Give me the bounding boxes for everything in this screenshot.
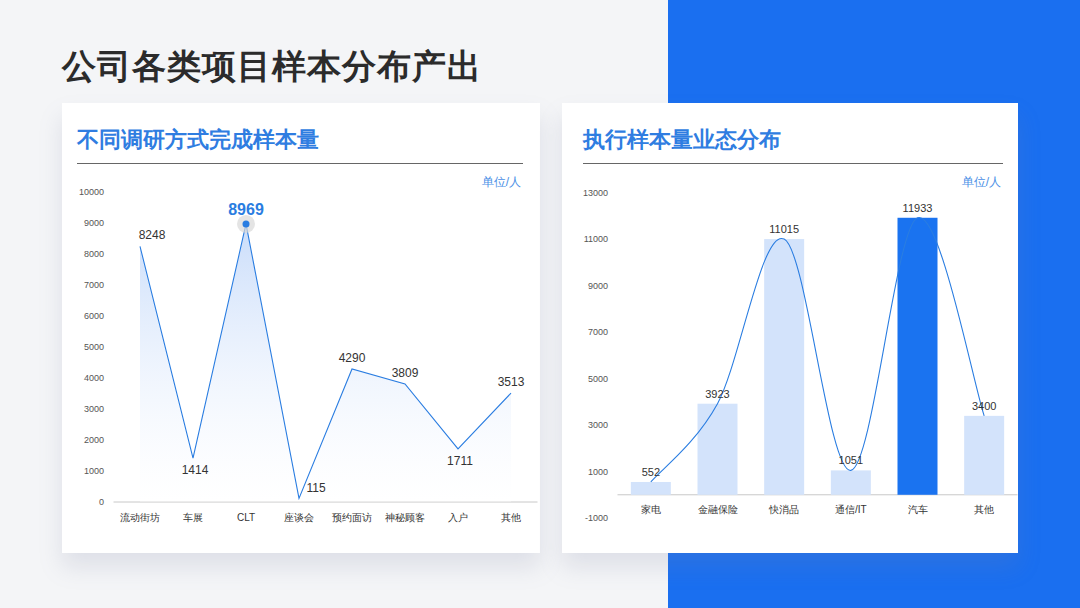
y-tick-label: 1000 xyxy=(588,467,608,477)
data-label: 1711 xyxy=(447,454,473,468)
y-tick-label: 3000 xyxy=(588,420,608,430)
data-label: 115 xyxy=(306,481,325,495)
chart: 执行样本量业态分布单位/人 -1000 1000 3000 5000 7000 9000 11… xyxy=(582,127,1018,523)
y-tick-label: 5000 xyxy=(588,374,608,384)
data-label: 4290 xyxy=(339,351,366,365)
y-tick-label: 7000 xyxy=(84,280,104,290)
bar xyxy=(831,470,871,494)
data-label: 8248 xyxy=(139,228,166,242)
x-tick-label: 金融保险 xyxy=(698,504,738,515)
y-tick-label: 7000 xyxy=(588,327,608,337)
data-labels: 552 3923 11015 1051 11933 3400 xyxy=(642,202,997,478)
y-tick-label: 9000 xyxy=(84,218,104,228)
x-tick-label: 流动街坊 xyxy=(120,512,160,523)
data-label: 11933 xyxy=(903,202,933,214)
x-tick-label: 座谈会 xyxy=(284,512,314,523)
y-tick-label: 3000 xyxy=(84,404,104,414)
highlight-point xyxy=(243,220,250,227)
x-axis-line xyxy=(618,494,1018,495)
y-tick-label: 8000 xyxy=(84,249,104,259)
data-label: 11015 xyxy=(769,223,799,235)
x-tick-label: 入户 xyxy=(448,512,468,523)
x-tick-label: 家电 xyxy=(641,504,661,515)
x-tick-label: 通信/IT xyxy=(835,504,867,515)
y-tick-label: 10000 xyxy=(79,187,104,197)
y-tick-label: 9000 xyxy=(588,281,608,291)
y-tick-label: 11000 xyxy=(584,234,608,244)
area xyxy=(140,224,511,502)
chart-title: 执行样本量业态分布 xyxy=(582,127,781,152)
x-tick-label: 神秘顾客 xyxy=(385,512,425,523)
marks xyxy=(631,217,1004,494)
marks xyxy=(140,215,511,502)
data-label: 3923 xyxy=(705,388,729,400)
bar xyxy=(764,239,804,495)
chart: 不同调研方式完成样本量单位/人 0 1000 2000 3000 4000 5000 6000… xyxy=(76,127,538,523)
page-title: 公司各类项目样本分布产出 xyxy=(62,44,482,90)
bar xyxy=(898,218,938,495)
data-label: 3513 xyxy=(498,375,525,389)
x-tick-label: 汽车 xyxy=(908,504,928,515)
y-tick-label: -1000 xyxy=(585,513,608,523)
data-label: 1414 xyxy=(182,463,209,477)
line xyxy=(651,217,984,482)
data-label: 3400 xyxy=(972,400,996,412)
title-rule xyxy=(77,163,523,164)
unit-label: 单位/人 xyxy=(962,175,1001,189)
y-tick-label: 0 xyxy=(99,497,104,507)
data-label: 552 xyxy=(642,466,660,478)
data-label: 8969 xyxy=(228,201,264,218)
y-tick-label: 4000 xyxy=(84,373,104,383)
y-tick-label: 6000 xyxy=(84,311,104,321)
data-label: 3809 xyxy=(392,366,419,380)
x-tick-label: 其他 xyxy=(501,512,521,523)
x-tick-label: CLT xyxy=(237,512,255,523)
data-label: 1051 xyxy=(839,454,863,466)
y-tick-label: 1000 xyxy=(84,466,104,476)
x-tick-label: 快消品 xyxy=(768,504,799,515)
chart-title: 不同调研方式完成样本量 xyxy=(76,127,319,152)
title-rule xyxy=(583,163,1003,164)
bar xyxy=(631,482,671,495)
unit-label: 单位/人 xyxy=(482,175,521,189)
x-tick-label: 其他 xyxy=(974,504,994,515)
line xyxy=(140,224,511,498)
bar xyxy=(698,404,738,495)
y-tick-label: 2000 xyxy=(84,435,104,445)
data-labels: 8248 1414 8969 115 4290 3809 1711 3513 xyxy=(139,201,525,495)
x-tick-label: 预约面访 xyxy=(332,512,372,523)
bar xyxy=(964,416,1004,495)
chart-canvas: 不同调研方式完成样本量单位/人 0 1000 2000 3000 4000 5000 6000… xyxy=(0,0,1080,608)
y-tick-label: 5000 xyxy=(84,342,104,352)
x-tick-label: 车展 xyxy=(183,512,203,523)
y-tick-label: 13000 xyxy=(583,188,608,198)
